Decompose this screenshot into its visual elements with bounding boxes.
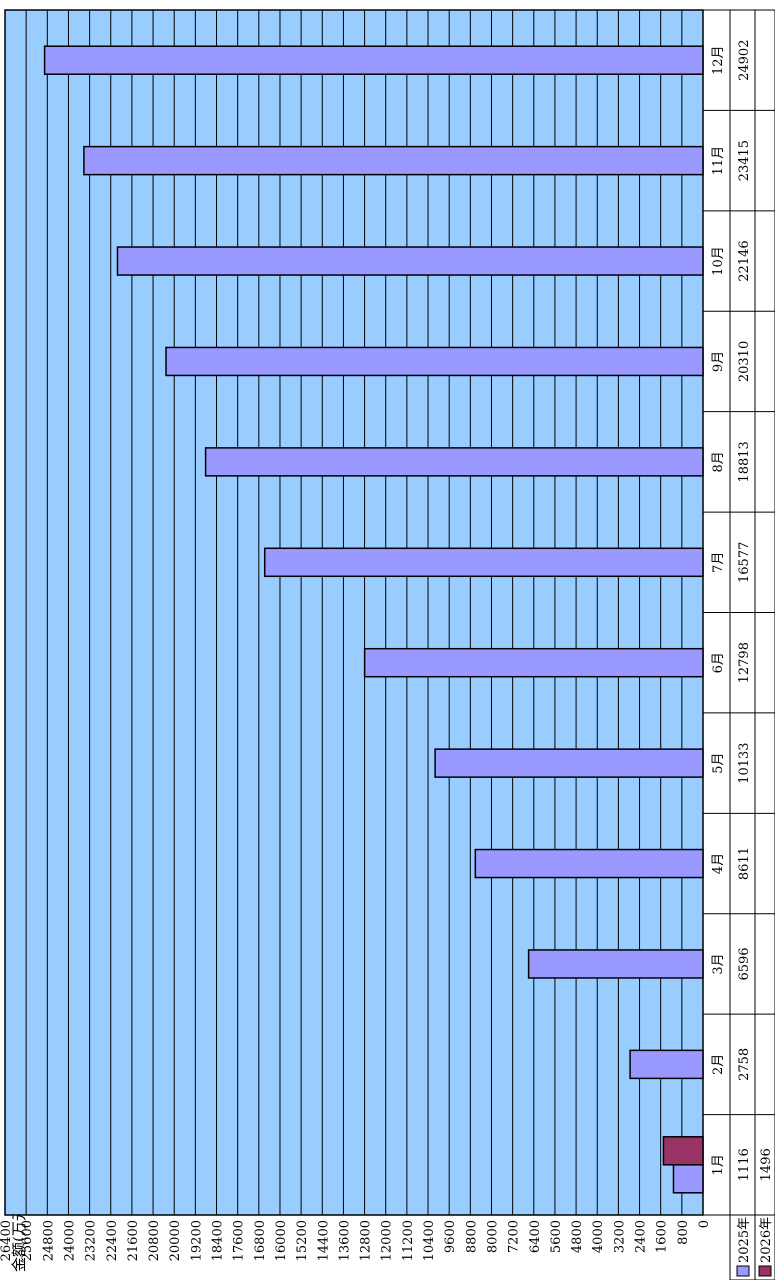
tick-label: 16800 [253, 1220, 268, 1261]
category-label: 7月 [711, 552, 726, 573]
data-label-2025: 6596 [737, 947, 752, 980]
bar-2025-6 [363, 647, 704, 678]
tick-label: 9600 [443, 1220, 458, 1253]
tick-label: 8000 [485, 1220, 500, 1253]
tick-label: 4000 [591, 1220, 606, 1253]
bar-2025-1 [672, 1164, 704, 1194]
category-label: 2月 [711, 1054, 726, 1075]
tick-label: 18400 [211, 1220, 226, 1261]
bar-2025-7 [263, 547, 704, 578]
bar-2025-12 [43, 45, 704, 75]
tick-label: 6400 [528, 1220, 543, 1253]
tick-label: 2400 [634, 1220, 649, 1253]
tick-label: 24000 [62, 1220, 77, 1261]
category-label: 6月 [711, 652, 726, 673]
tick-label: 20000 [168, 1220, 183, 1261]
bar-2025-5 [434, 748, 704, 778]
tick-label: 1600 [655, 1220, 670, 1253]
gridlines [25, 10, 683, 1215]
tick-label: 4800 [570, 1220, 585, 1253]
bars [43, 45, 704, 1194]
data-label-2025: 2758 [737, 1048, 752, 1081]
category-label: 1月 [711, 1154, 726, 1175]
tick-label: 26400 [0, 1220, 14, 1261]
tick-labels: 0 800 1600 2400 3200 4000 4800 5600 6400 7200 8000… [0, 1220, 712, 1261]
data-label-2025: 23415 [737, 140, 752, 181]
tick-label: 20800 [147, 1220, 162, 1261]
tick-label: 21600 [126, 1220, 141, 1261]
tick-label: 7200 [507, 1220, 522, 1253]
tick-label: 800 [676, 1220, 691, 1245]
category-label: 12月 [711, 45, 726, 75]
tick-label: 10400 [422, 1220, 437, 1261]
bar-2025-8 [204, 447, 704, 477]
data-label-2025: 18813 [737, 441, 752, 482]
tick-label: 8800 [464, 1220, 479, 1253]
data-label-2025: 16577 [737, 542, 752, 583]
category-label: 3月 [711, 953, 726, 974]
tick-label: 14400 [316, 1220, 331, 1261]
bar-2026-1 [662, 1136, 704, 1166]
tick-label: 23200 [84, 1220, 99, 1261]
data-label-2025: 1116 [737, 1148, 752, 1181]
bar-2025-3 [527, 949, 704, 979]
bar-2025-11 [83, 145, 704, 176]
data-label-2025: 8611 [737, 847, 752, 880]
data-label-2025: 12798 [737, 642, 752, 683]
bar-2025-10 [116, 246, 704, 276]
legend-swatch [758, 1265, 772, 1277]
axis-title: 金额(万元) [10, 1200, 28, 1272]
bar-2025-9 [165, 346, 704, 377]
category-label: 11月 [711, 146, 726, 176]
tick-label: 12800 [359, 1220, 374, 1261]
data-label-2025: 20310 [737, 341, 752, 382]
tick-label: 24800 [41, 1220, 56, 1261]
tick-label: 0 [697, 1220, 712, 1228]
tick-label: 3200 [612, 1220, 627, 1253]
data-table: 1月 1116 1496 2月 2758 3月 6596 4月 8611 5月 10133 6月 127… [703, 9, 775, 1280]
plot-area [4, 9, 704, 1216]
category-label: 10月 [711, 246, 726, 276]
tick-label: 16000 [274, 1220, 289, 1261]
bar-2025-4 [474, 848, 704, 879]
tick-label: 17600 [232, 1220, 247, 1261]
legend-label: 2026年 [759, 1217, 774, 1263]
bar-2025-2 [629, 1049, 704, 1080]
tick-label: 13600 [337, 1220, 352, 1261]
tick-label: 11200 [401, 1220, 416, 1261]
tick-label: 25600 [20, 1220, 35, 1261]
legend-swatch [736, 1265, 750, 1277]
legend-label: 2025年 [737, 1217, 752, 1263]
category-label: 8月 [711, 451, 726, 472]
data-label-2025: 10133 [737, 742, 752, 783]
tick-label: 5600 [549, 1220, 564, 1253]
data-label-2025: 22146 [737, 240, 752, 281]
category-label: 9月 [711, 351, 726, 372]
tick-label: 22400 [105, 1220, 120, 1261]
tick-label: 12000 [380, 1220, 395, 1261]
data-label-2026: 1496 [759, 1148, 774, 1181]
category-label: 4月 [711, 853, 726, 874]
category-label: 5月 [711, 752, 726, 773]
tick-label: 15200 [295, 1220, 310, 1261]
data-label-2025: 24902 [737, 40, 752, 81]
tick-label: 19200 [189, 1220, 204, 1261]
